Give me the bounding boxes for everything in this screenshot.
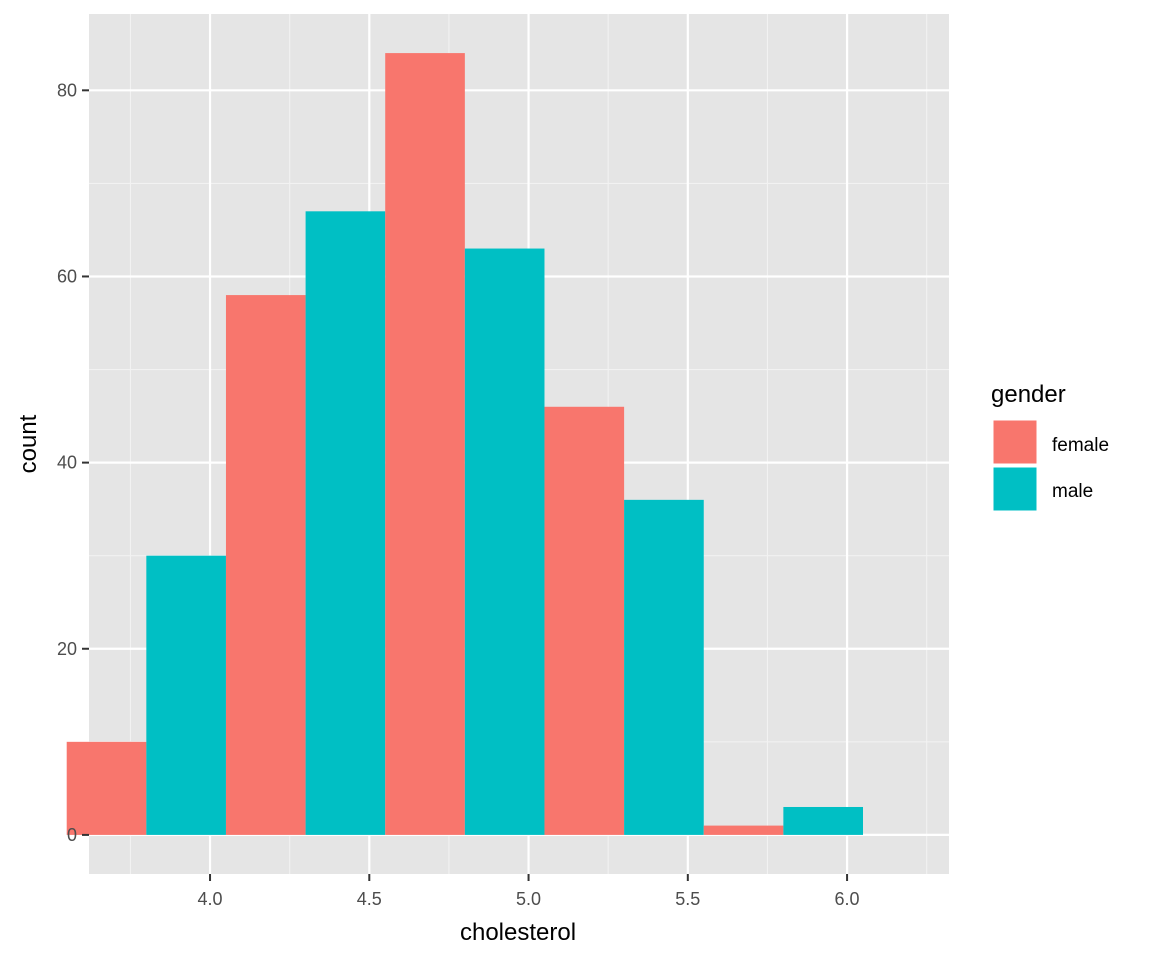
legend-label-male: male	[1052, 481, 1093, 502]
y-axis: 0 20 40 60 80	[57, 80, 89, 845]
y-tick-label: 20	[57, 639, 77, 659]
y-tick-label: 60	[57, 266, 77, 286]
bars	[66, 53, 863, 835]
legend-label-female: female	[1052, 435, 1109, 456]
y-tick-label: 40	[57, 453, 77, 473]
bar-male	[783, 806, 863, 835]
legend-key-male	[992, 466, 1038, 512]
y-tick-label: 0	[67, 825, 77, 845]
y-tick-label: 80	[57, 80, 77, 100]
bar-female	[225, 295, 306, 835]
x-tick-label: 5.0	[516, 889, 541, 909]
bar-female	[544, 406, 625, 835]
x-tick-label: 4.0	[198, 889, 223, 909]
x-axis: 4.0 4.5 5.0 5.5 6.0	[198, 874, 860, 909]
y-axis-title: count	[15, 414, 42, 473]
bar-female	[703, 825, 784, 835]
x-axis-title: cholesterol	[460, 919, 576, 946]
bar-female	[385, 53, 465, 835]
bar-male	[146, 555, 226, 835]
bar-male	[464, 248, 545, 835]
legend-key-female	[992, 419, 1038, 465]
x-tick-label: 4.5	[357, 889, 382, 909]
bar-female	[66, 741, 147, 835]
bar-male	[305, 211, 386, 835]
x-tick-label: 5.5	[675, 889, 700, 909]
legend: gender female male	[991, 381, 1109, 512]
bar-male	[624, 499, 704, 835]
legend-title: gender	[991, 381, 1066, 408]
x-tick-label: 6.0	[835, 889, 860, 909]
